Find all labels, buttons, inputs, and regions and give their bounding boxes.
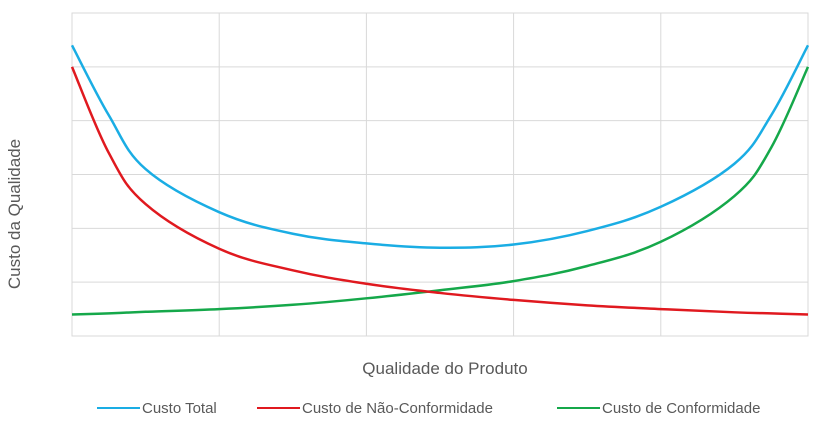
plot-gridlines: [72, 13, 808, 336]
series-lines: [70, 44, 810, 316]
legend-label-custo-total: Custo Total: [142, 400, 217, 417]
legend: Custo Total Custo de Não-Conformidade Cu…: [97, 400, 760, 417]
series-line-custo-de-n-o-conformidade: [70, 66, 809, 316]
legend-label-custo-nao-conformidade: Custo de Não-Conformidade: [302, 400, 493, 417]
series-line-custo-total: [70, 44, 810, 250]
x-axis-title: Qualidade do Produto: [362, 359, 527, 378]
legend-label-custo-conformidade: Custo de Conformidade: [602, 400, 760, 417]
y-axis-title: Custo da Qualidade: [5, 139, 24, 289]
plot-area-border: [71, 12, 809, 337]
series-line-custo-de-conformidade: [71, 66, 810, 316]
